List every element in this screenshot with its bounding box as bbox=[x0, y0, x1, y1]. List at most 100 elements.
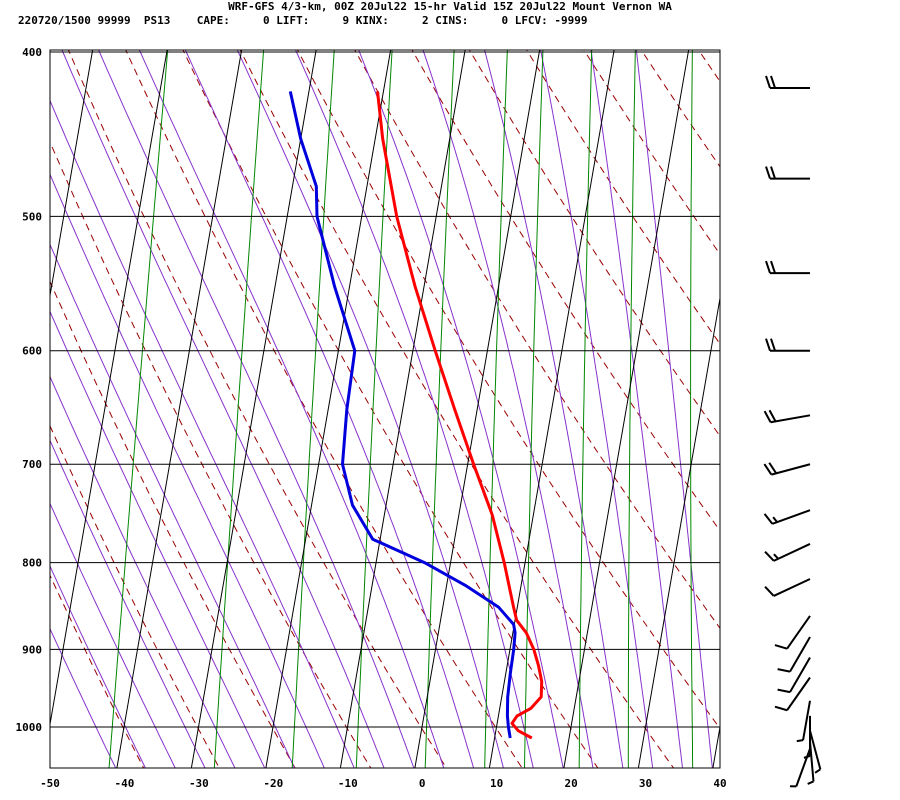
x-tick-label: -50 bbox=[40, 777, 60, 790]
sounding-indices: 220720/1500 99999 PS13 CAPE: 0 LIFT: 9 K… bbox=[18, 14, 588, 27]
y-tick-label: 700 bbox=[22, 458, 42, 471]
wind-barb bbox=[807, 741, 815, 785]
wind-barb bbox=[774, 676, 811, 712]
mixing-ratio-line bbox=[108, 50, 169, 768]
x-tick-label: -10 bbox=[338, 777, 358, 790]
wind-barb-half-flag bbox=[807, 780, 814, 785]
wind-barb-flag bbox=[777, 668, 791, 673]
y-tick-label: 400 bbox=[22, 46, 42, 59]
wind-barb-shaft bbox=[786, 676, 811, 711]
moist-adiabat-line bbox=[138, 50, 445, 768]
isotherm-line bbox=[0, 14, 24, 770]
wind-barb-shaft bbox=[786, 615, 811, 650]
wind-barb-shaft bbox=[773, 543, 811, 562]
isotherm-line bbox=[116, 50, 243, 768]
moist-adiabat-line bbox=[422, 50, 594, 768]
wind-barb-flag bbox=[763, 463, 773, 476]
moist-adiabat-line bbox=[184, 50, 475, 768]
mixing-ratio-line bbox=[355, 50, 393, 768]
x-axis-ticks: -50 -40 -30 -20 -10 0 10 20 30 40 bbox=[40, 777, 727, 790]
wind-barb-half-flag bbox=[773, 553, 780, 560]
moist-adiabat-line bbox=[50, 564, 146, 768]
dry-adiabat-line bbox=[787, 14, 900, 770]
x-tick-label: 10 bbox=[490, 777, 503, 790]
dry-adiabat-line bbox=[297, 50, 720, 730]
moist-adiabat-line bbox=[50, 375, 236, 768]
y-axis-ticks: 400 500 600 700 800 900 1000 bbox=[16, 46, 43, 734]
wind-barb-half-flag bbox=[772, 516, 778, 523]
moist-adiabat-line bbox=[50, 310, 266, 768]
dry-adiabat-line bbox=[697, 50, 720, 83]
x-tick-label: 40 bbox=[713, 777, 726, 790]
x-tick-label: 30 bbox=[639, 777, 652, 790]
wind-barb bbox=[764, 578, 811, 597]
wind-barb bbox=[765, 75, 810, 89]
wind-barb-flag bbox=[774, 644, 788, 650]
moist-adiabat-line bbox=[98, 50, 415, 768]
dry-adiabat-line bbox=[125, 50, 523, 768]
moist-adiabat-line bbox=[50, 439, 206, 768]
profiles bbox=[288, 91, 544, 740]
isotherm-line bbox=[190, 50, 317, 768]
wind-barb-flag bbox=[765, 75, 771, 89]
wind-barb-flag bbox=[765, 166, 771, 179]
mixing-ratio-line bbox=[690, 50, 694, 768]
wind-barb bbox=[765, 166, 810, 180]
wind-barb bbox=[765, 260, 810, 275]
x-tick-label: -30 bbox=[189, 777, 209, 790]
isotherms bbox=[0, 14, 720, 770]
moist-adiabat-line bbox=[540, 50, 654, 768]
wind-barb-flag bbox=[765, 338, 771, 352]
wind-barb bbox=[777, 657, 811, 694]
moist-adiabat-line bbox=[295, 50, 534, 768]
grid bbox=[0, 14, 721, 770]
wind-barb-flag bbox=[770, 75, 776, 89]
moist-adiabat-line bbox=[50, 173, 325, 768]
y-tick-label: 1000 bbox=[16, 721, 43, 734]
mixing-ratio-line bbox=[424, 50, 455, 768]
plot-frame bbox=[49, 49, 721, 769]
wind-barb-flag bbox=[770, 260, 776, 274]
isotherm-line bbox=[637, 295, 720, 768]
wind-barb bbox=[809, 730, 822, 774]
mixing-ratio-line bbox=[578, 50, 593, 768]
moist-adiabat-line bbox=[484, 50, 624, 768]
wind-barb-half-flag bbox=[814, 768, 821, 774]
wind-barb-shaft bbox=[795, 748, 811, 787]
wind-barb-shaft bbox=[789, 636, 811, 673]
wind-barb-shaft bbox=[771, 463, 811, 476]
moist-adiabat-line bbox=[590, 50, 683, 768]
wind-barb-flag bbox=[774, 705, 788, 712]
dry-adiabat-line bbox=[731, 14, 900, 770]
dry-adiabat-line bbox=[50, 140, 372, 768]
wind-barb-flag bbox=[777, 688, 791, 694]
dry-adiabat-line bbox=[50, 574, 145, 768]
moist-adiabat-line bbox=[50, 502, 176, 768]
wind-barb bbox=[763, 509, 811, 525]
wind-barb-shaft bbox=[773, 578, 811, 597]
dry-adiabat-line bbox=[239, 50, 675, 768]
moist-adiabat-line bbox=[50, 627, 117, 768]
mixing-ratio-line bbox=[524, 50, 544, 768]
wind-barb-shaft bbox=[802, 700, 811, 741]
x-tick-label: -20 bbox=[263, 777, 283, 790]
y-tick-label: 800 bbox=[22, 557, 42, 570]
dry-adiabat-line bbox=[67, 50, 447, 768]
chart-title: WRF-GFS 4/3-km, 00Z 20Jul22 15-hr Valid … bbox=[228, 0, 672, 13]
wind-barb bbox=[763, 462, 811, 476]
dewpoint-line bbox=[288, 91, 517, 739]
x-tick-label: 20 bbox=[564, 777, 577, 790]
wind-barb-flag bbox=[764, 550, 775, 562]
wind-barb bbox=[796, 700, 811, 743]
dry-adiabat-line bbox=[844, 14, 900, 770]
isotherm-line bbox=[339, 50, 466, 768]
moist-adiabat-line bbox=[61, 50, 385, 768]
wind-barb-shaft bbox=[809, 741, 815, 782]
wind-barb-flag bbox=[770, 166, 776, 179]
wind-barb-shaft bbox=[789, 657, 811, 693]
wind-barb bbox=[765, 338, 810, 352]
dry-adiabat-line bbox=[354, 50, 720, 630]
mixing-ratio-line bbox=[627, 50, 636, 768]
dry-adiabat-line bbox=[411, 50, 720, 532]
